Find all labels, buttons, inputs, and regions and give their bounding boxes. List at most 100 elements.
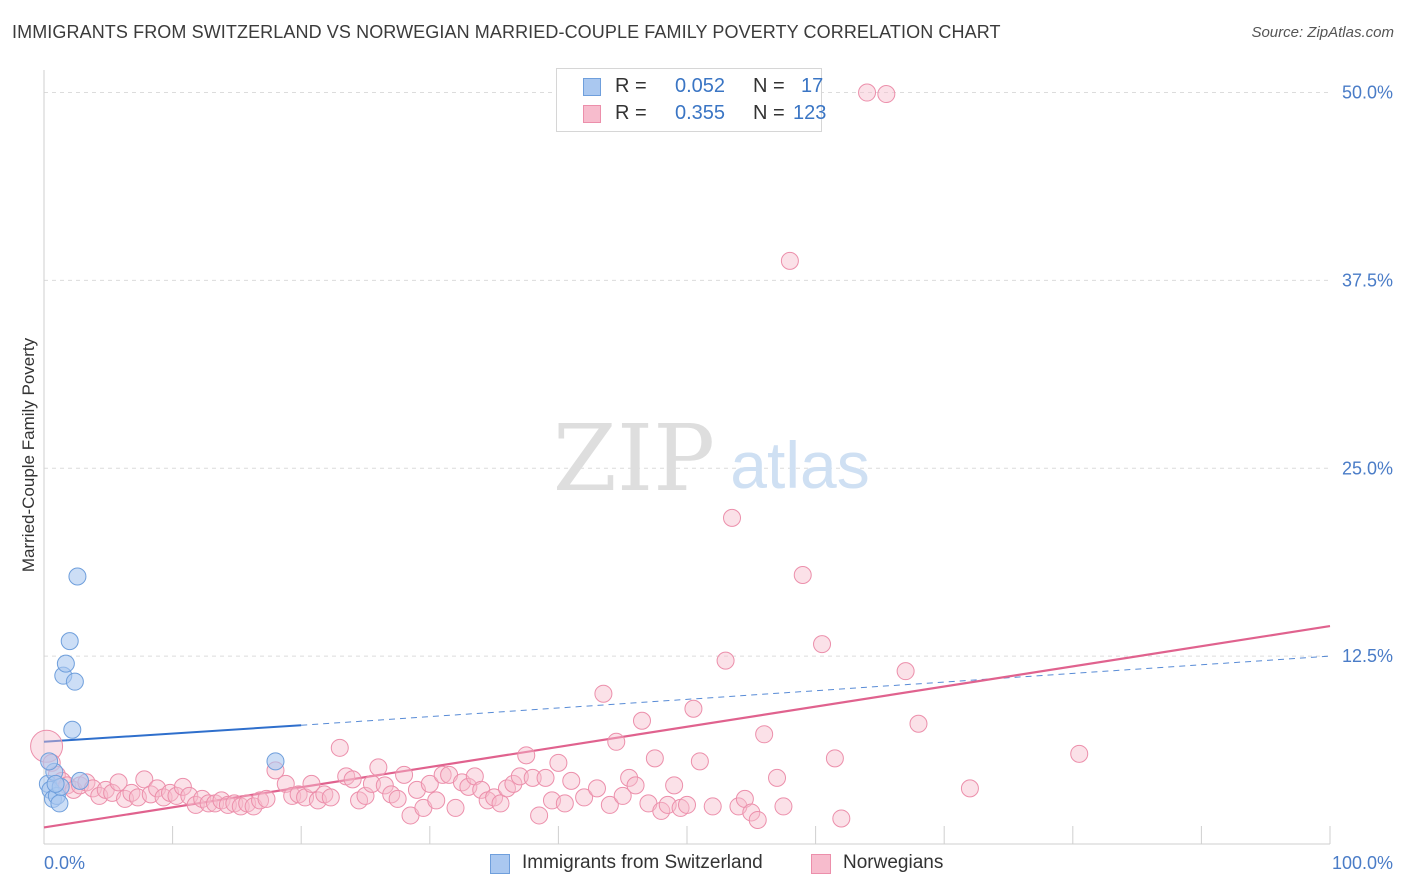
swiss-swatch (583, 78, 601, 96)
legend-n-label: N = (753, 75, 785, 97)
legend-n-label: N = (753, 102, 785, 124)
norwegian-point (395, 765, 414, 784)
x-tick-label: 100.0% (1332, 853, 1393, 873)
norwegian-point (877, 85, 896, 104)
watermark-zip: ZIP (553, 405, 715, 512)
y-tick-label: 25.0% (1342, 458, 1393, 478)
norwegian-point (321, 788, 340, 807)
legend-r-label: R = (615, 102, 647, 124)
norwegian-point (283, 786, 302, 805)
norwegian-point (504, 774, 523, 793)
norwegian-point (703, 797, 722, 816)
norwegian-point (909, 714, 928, 733)
norwegian-point (600, 795, 619, 814)
norwegian-point (774, 797, 793, 816)
norwegian-point (748, 810, 767, 829)
swiss-point (266, 752, 285, 771)
norwegian-point (433, 765, 452, 784)
norwegian-point (594, 684, 613, 703)
norwegian-point (388, 789, 407, 808)
norwegian-point (122, 783, 141, 802)
norwegian-point (427, 791, 446, 810)
norwegian-point (716, 651, 735, 670)
y-axis-label: Married-Couple Family Poverty (19, 337, 38, 572)
swiss-point (65, 672, 84, 691)
norwegian-point (678, 795, 696, 814)
norwegian-point (517, 746, 536, 765)
bottom-legend-norwegian-label: Norwegians (843, 852, 944, 873)
y-tick-label: 12.5% (1342, 646, 1393, 666)
norwegian-point (369, 758, 388, 777)
norwegian-point (742, 803, 761, 822)
norwegian-point (896, 662, 915, 681)
norwegian-point (549, 753, 568, 772)
swiss-trend-line (43, 724, 302, 743)
norwegian-swatch (811, 854, 831, 874)
norwegian-point (497, 779, 516, 798)
data-points (30, 83, 1089, 829)
swiss-point (40, 752, 59, 771)
norwegian-point (154, 788, 173, 807)
norwegian-point (562, 771, 581, 790)
axes (43, 70, 1331, 845)
norwegian-point (491, 794, 510, 813)
norwegian-point (858, 83, 877, 102)
norwegian-point (587, 779, 606, 798)
source-label: Source: ZipAtlas.com (1251, 24, 1394, 41)
norwegian-point (420, 774, 439, 793)
norwegian-point (167, 786, 186, 805)
axis-labels: 12.5% 25.0% 37.5% 50.0% 0.0% 100.0% Married-Co… (19, 83, 1393, 873)
norwegian-point (362, 774, 381, 793)
norwegian-point (684, 699, 703, 718)
norwegian-point (832, 809, 851, 828)
norwegian-point (510, 767, 529, 786)
norwegian-point (620, 768, 639, 787)
norwegian-point (257, 789, 276, 808)
norwegian-point (135, 770, 154, 789)
legend-norwegian-n: 123 (793, 102, 827, 124)
norwegian-swatch (583, 105, 601, 123)
norwegian-point (523, 768, 542, 787)
norwegian-point (575, 788, 594, 807)
x-tick-label: 0.0% (44, 853, 85, 873)
swiss-point (50, 794, 69, 813)
norwegian-point (302, 774, 321, 793)
y-tick-label: 50.0% (1342, 83, 1393, 103)
norwegian-point (330, 738, 349, 757)
norwegian-point (555, 794, 574, 813)
norwegian-point (825, 749, 844, 768)
norwegian-point (1070, 744, 1089, 763)
norwegian-point (813, 635, 832, 654)
stats-legend: R = 0.052 N = 17 R = 0.355 N = 123 (556, 68, 826, 132)
watermark: ZIP atlas (553, 405, 870, 512)
norwegian-point (375, 776, 394, 795)
norwegian-point (173, 777, 192, 796)
norwegian-point (218, 795, 237, 814)
swiss-point (60, 632, 79, 651)
norwegian-point (626, 776, 645, 795)
legend-swiss-r: 0.052 (675, 75, 726, 97)
norwegian-point (109, 773, 128, 792)
norwegian-point (780, 251, 799, 270)
swiss-point (71, 771, 90, 790)
norwegian-point (350, 791, 369, 810)
norwegian-point (690, 752, 709, 771)
swiss-swatch (490, 854, 510, 874)
bottom-legend-swiss-label: Immigrants from Switzerland (522, 852, 763, 873)
norwegian-point (645, 749, 664, 768)
norwegian-point (793, 565, 812, 584)
norwegian-point (665, 776, 684, 795)
legend-r-label: R = (615, 75, 647, 97)
legend-norwegian-r: 0.355 (675, 102, 726, 124)
legend-swiss-n: 17 (801, 75, 824, 97)
norwegian-point (632, 711, 651, 730)
norwegian-point (723, 508, 742, 527)
chart-title: IMMIGRANTS FROM SWITZERLAND VS NORWEGIAN… (12, 22, 1001, 42)
norwegian-point (607, 732, 626, 751)
swiss-trend-extension (301, 655, 1331, 726)
norwegian-point (960, 779, 979, 798)
norwegian-point (530, 806, 549, 825)
gridlines (44, 92, 1330, 657)
norwegian-point (446, 798, 465, 817)
